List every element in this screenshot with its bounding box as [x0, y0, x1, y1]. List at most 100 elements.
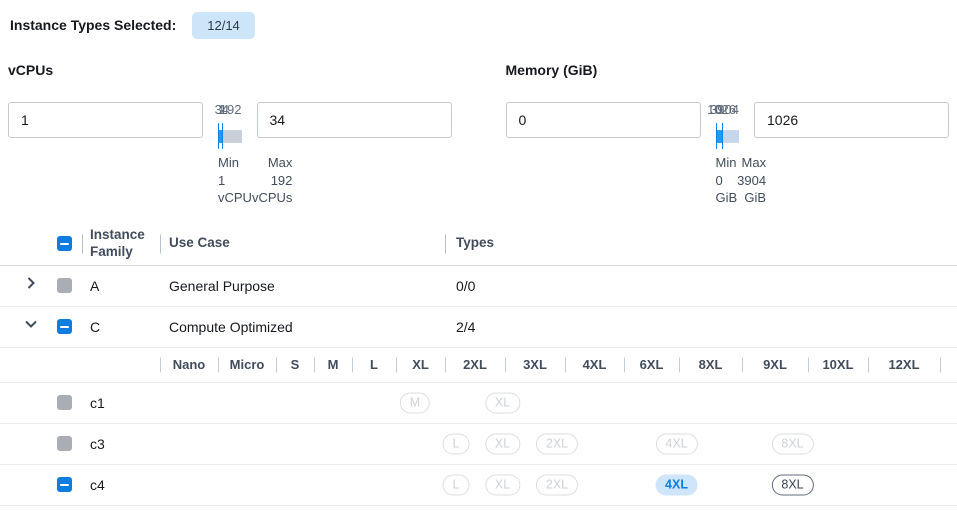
size-column-nano: Nano	[160, 348, 218, 382]
vcpus-slider[interactable]: 1 34 192 Min 1 vCPU Max 192 vCPUs	[214, 102, 293, 207]
slider-tick	[737, 129, 739, 143]
row-check-cell	[46, 477, 82, 493]
memory-slider-ticks[interactable]	[715, 122, 740, 150]
instance-row-c1: c1 M XL	[0, 383, 957, 424]
size-column-label: 2XL	[463, 357, 487, 373]
family-checkbox-C[interactable]	[56, 319, 72, 335]
slider-handle[interactable]	[715, 123, 717, 149]
slider-tick	[723, 129, 725, 143]
instance-checkbox-c4[interactable]	[56, 477, 72, 493]
memory-max-caption: Max 3904 GiB	[737, 155, 767, 206]
slider-tick	[719, 129, 721, 143]
slider-tick	[230, 129, 231, 143]
slider-tick	[237, 129, 238, 143]
family-column-header: Instance Family	[82, 227, 160, 261]
slider-handle[interactable]	[221, 123, 223, 149]
slider-tick	[227, 129, 228, 143]
vcpus-scale-mid: 34	[214, 102, 230, 117]
size-column-label: 12XL	[888, 357, 920, 373]
slider-tick	[736, 129, 738, 143]
slider-tick	[233, 129, 234, 143]
row-check-cell	[46, 319, 82, 335]
slider-tick	[230, 129, 232, 143]
slider-tick	[231, 129, 232, 143]
size-pill-c4-4xl[interactable]: 4XL	[655, 474, 698, 496]
column-divider	[160, 234, 161, 254]
instance-row-c5: c5LXL2XL4XL9XL12XL	[0, 506, 957, 510]
memory-slider[interactable]: 0 1026 3904 Min 0 GiB Max 3904 GiB	[707, 102, 766, 207]
size-column-divider	[679, 357, 680, 373]
size-column-divider	[940, 357, 941, 373]
size-column-2xl: 2XL	[445, 348, 505, 382]
row-check-cell	[46, 395, 82, 411]
memory-label: Memory (GiB)	[505, 62, 598, 78]
size-header-row: Nano Micro S M L XL 2XL 3XL 4XL 6XL 8XL 9XL 10XL 12XL	[0, 348, 957, 383]
size-pill-c3-2xl: 2XL	[535, 433, 579, 455]
select-all-checkbox[interactable]	[56, 236, 72, 252]
size-column-label: Micro	[229, 357, 265, 373]
slider-tick	[224, 129, 226, 143]
slider-tick	[225, 129, 227, 143]
memory-scale-start: 0	[715, 102, 723, 117]
vcpus-scale-start: 1	[218, 102, 226, 117]
slider-handle[interactable]	[721, 123, 723, 149]
size-pill-c4-xl: XL	[484, 474, 521, 496]
size-column-8xl: 8XL	[679, 348, 742, 382]
family-name: C	[90, 318, 101, 335]
vcpus-scale-end: 192	[219, 102, 242, 117]
size-column-9xl: 9XL	[742, 348, 808, 382]
slider-tick	[220, 129, 221, 143]
indeterminate-dash	[59, 325, 69, 328]
slider-tick	[736, 129, 737, 143]
vcpus-slider-ticks[interactable]	[218, 122, 242, 150]
size-column-divider	[808, 357, 809, 373]
slider-tick	[718, 129, 720, 143]
slider-tick	[221, 129, 222, 143]
size-column-xl: XL	[396, 348, 445, 382]
size-column-3xl: 3XL	[505, 348, 565, 382]
instance-size-pills: L XL 2XL 4XL 8XL	[242, 424, 957, 464]
slider-tick	[219, 129, 220, 143]
instance-row-c3: c3 L XL 2XL 4XL 8XL	[0, 424, 957, 465]
row-check-cell	[46, 436, 82, 452]
use-case: Compute Optimized	[169, 318, 293, 335]
slider-tick	[240, 129, 241, 143]
vcpus-label: vCPUs	[8, 62, 54, 78]
size-column-divider	[396, 357, 397, 373]
slider-tick	[724, 129, 726, 143]
size-columns: Nano Micro S M L XL 2XL 3XL 4XL 6XL 8XL 9XL 10XL 12XL	[160, 348, 957, 382]
size-pill-c4-8xl[interactable]: 8XL	[771, 474, 814, 496]
memory-min-caption: Min 0 GiB	[715, 155, 738, 206]
chevron-right-icon[interactable]	[23, 275, 39, 296]
size-column-label: L	[370, 357, 378, 373]
slider-handle[interactable]	[218, 123, 219, 149]
slider-tick	[228, 129, 230, 143]
slider-tick	[735, 129, 737, 143]
slider-tick	[731, 129, 733, 143]
chevron-down-icon[interactable]	[23, 316, 39, 337]
memory-max-input[interactable]	[754, 102, 949, 138]
size-column-divider	[868, 357, 869, 373]
size-column-label: 10XL	[822, 357, 854, 373]
slider-tick	[223, 129, 225, 143]
size-pill-c1-m: M	[399, 392, 431, 414]
memory-min-input[interactable]	[505, 102, 701, 138]
slider-tick	[234, 129, 236, 143]
size-column-divider	[276, 357, 277, 373]
slider-tick	[220, 129, 222, 143]
slider-tick	[237, 129, 239, 143]
slider-tick	[727, 129, 729, 143]
vcpus-min-input[interactable]	[8, 102, 203, 138]
size-column-label: XL	[412, 357, 429, 373]
vcpus-max-input[interactable]	[256, 102, 452, 138]
instance-size-pills: L XL 2XL 4XL 8XL	[242, 465, 957, 505]
size-column-10xl: 10XL	[808, 348, 868, 382]
slider-tick	[730, 129, 732, 143]
size-pill-c4-l: L	[442, 474, 470, 496]
usecase-column-header: Use Case	[160, 234, 445, 254]
size-column-12xl: 12XL	[868, 348, 940, 382]
slider-tick	[734, 129, 736, 143]
size-column-divider	[218, 357, 219, 373]
